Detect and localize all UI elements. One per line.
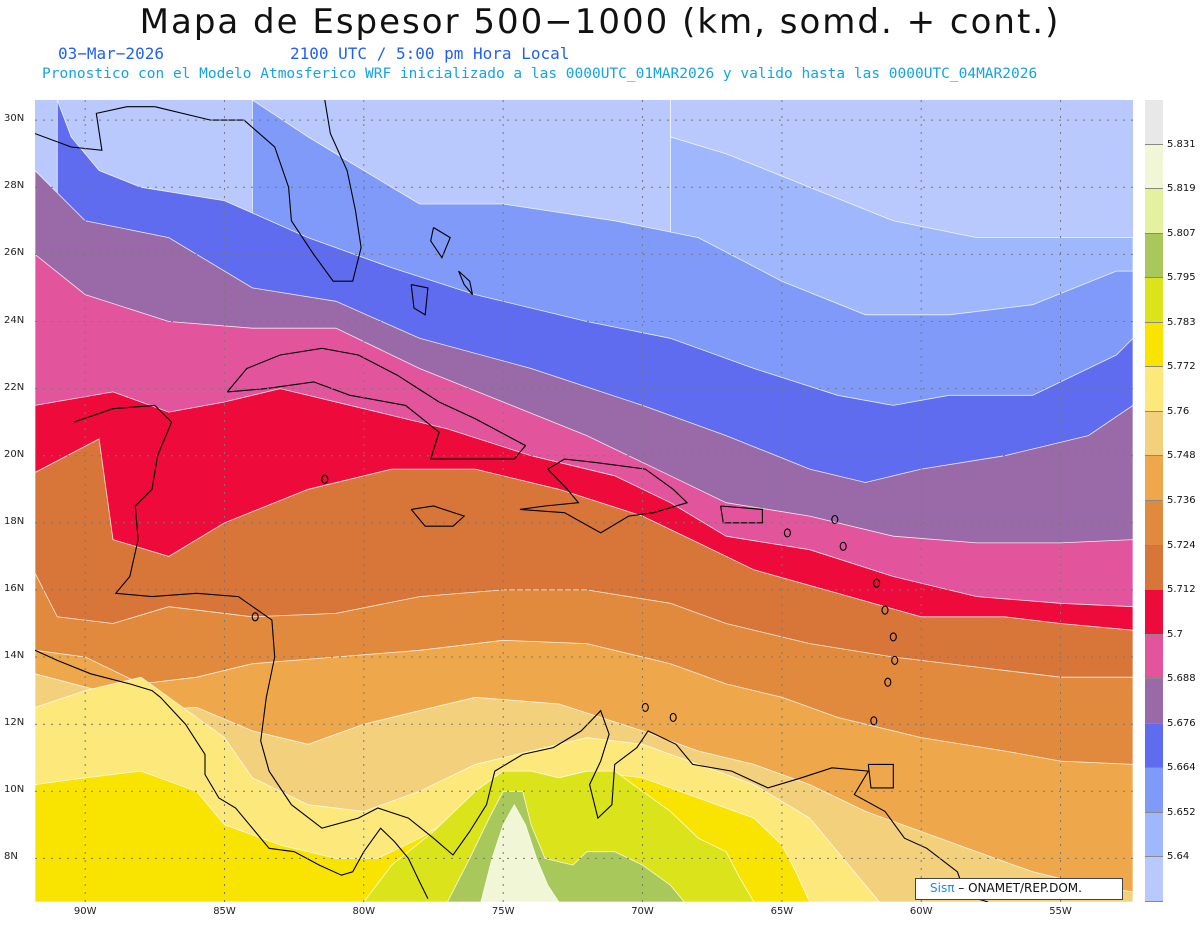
colorbar-cell [1145,723,1163,769]
latitude-label: 28N [4,180,25,192]
colorbar-label: 5.652 [1167,806,1196,818]
onamet-credit: – ONAMET/REP.DOM. [958,881,1082,895]
latitude-label: 14N [4,650,25,661]
colorbar [1145,100,1163,902]
colorbar-cell [1145,189,1163,234]
longitude-label: 80W [352,906,376,917]
colorbar-label: 5.807 [1167,227,1196,239]
colorbar-label: 5.64 [1167,851,1190,863]
coastline-pacific-coast [35,649,429,899]
colorbar-cell [1145,278,1163,323]
colorbar-cell [1145,857,1163,902]
colorbar-label: 5.688 [1167,673,1196,685]
colorbar-cell [1145,501,1163,546]
colorbar-label: 5.712 [1167,584,1196,596]
coastline-andros [410,284,429,316]
colorbar-cell [1145,456,1163,501]
island-11 [321,474,329,484]
latitude-label: 20N [4,448,25,460]
coastline-hispaniola [519,458,689,534]
island-4 [884,677,892,687]
island-6 [839,541,847,551]
longitude-label: 55W [1049,906,1072,917]
colorbar-label: 5.772 [1167,361,1196,373]
thickness-map [35,100,1133,902]
coastline-trinidad [867,763,894,789]
longitude-label: 75W [491,906,515,917]
thickness-band-12 [363,770,755,902]
colorbar-label: 5.676 [1167,717,1196,729]
island-8 [783,528,791,538]
credit-box: Sisπ – ONAMET/REP.DOM. [915,878,1123,900]
colorbar-label: 5.783 [1167,316,1196,328]
island-5 [870,716,878,726]
colorbar-cell [1145,634,1163,680]
coastline-puerto-rico [720,505,763,524]
map-canvas [35,100,1133,902]
latitude-label: 18N [4,515,25,527]
island-2 [889,632,897,642]
colorbar-cell [1145,322,1163,368]
colorbar-label: 5.831 [1167,138,1196,150]
longitude-label: 60W [909,906,933,917]
island-10 [641,702,649,712]
latitude-label: 26N [4,247,25,259]
colorbar-label: 5.748 [1167,450,1196,462]
coastline-abaco [430,227,451,259]
colorbar-label: 5.76 [1167,405,1190,417]
longitude-label: 65W [770,906,794,917]
colorbar-cell [1145,812,1163,858]
colorbar-cell [1145,367,1163,412]
latitude-label: 22N [4,381,25,393]
colorbar-cell [1145,144,1163,190]
latitude-label: 12N [4,717,25,729]
island-7 [831,514,839,525]
forecast-time: 2100 UTC / 5:00 pm Hora Local [290,44,570,63]
colorbar-cell [1145,545,1163,591]
coastline-yucatan-central-america [73,404,989,902]
thickness-band-14 [480,803,560,902]
latitude-label: 10N [4,784,25,796]
forecast-date: 03−Mar−2026 [58,44,164,63]
colorbar-cell [1145,411,1163,457]
coastline-florida [154,100,362,282]
longitude-label: 70W [631,906,654,917]
island-9 [669,712,677,722]
island-3 [891,655,899,665]
island-1 [881,605,889,615]
colorbar-label: 5.819 [1167,183,1196,195]
coastline-cuba [226,347,527,460]
island-0 [873,578,881,588]
latitude-label: 30N [4,113,25,125]
colorbar-cell [1145,100,1163,145]
colorbar-cell [1145,768,1163,813]
coastline-gulf-coast [35,106,155,151]
colorbar-label: 5.724 [1167,539,1196,551]
longitude-label: 90W [73,906,97,917]
island-12 [251,612,259,622]
colorbar-cell [1145,679,1163,724]
coastline-eleuthera [458,270,474,295]
latitude-label: 24N [4,314,25,326]
map-title: Mapa de Espesor 500−1000 (km, somd. + co… [139,2,1061,42]
latitude-label: 8N [4,851,18,863]
coastline-jamaica [410,505,466,527]
colorbar-cell [1145,590,1163,635]
colorbar-label: 5.664 [1167,762,1196,774]
colorbar-label: 5.736 [1167,495,1196,506]
longitude-label: 85W [213,906,236,917]
colorbar-label: 5.7 [1167,628,1183,640]
latitude-label: 16N [4,582,25,594]
colorbar-cell [1145,233,1163,279]
model-description: Pronostico con el Modelo Atmosferico WRF… [42,66,1038,82]
colorbar-label: 5.795 [1167,272,1196,284]
sispi-logo-text: Sisπ [930,881,955,895]
